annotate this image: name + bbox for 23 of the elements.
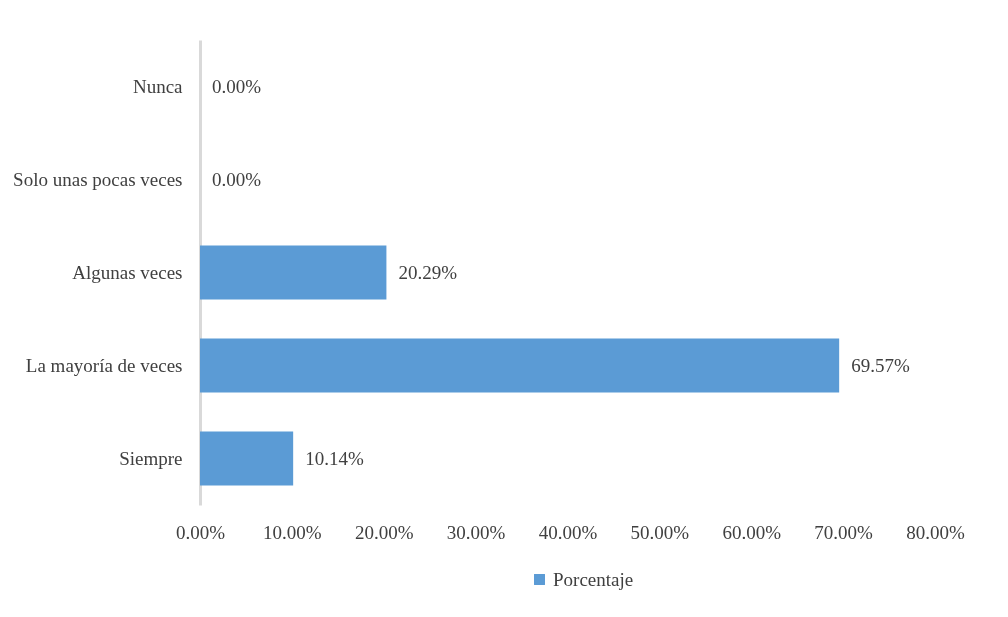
x-tick-label: 40.00% — [538, 521, 598, 543]
data-label: 69.57% — [851, 354, 910, 376]
bar — [200, 245, 387, 300]
x-tick-label: 50.00% — [630, 521, 690, 543]
data-label: 20.29% — [398, 261, 458, 283]
y-tick-label: La mayoría de veces — [25, 354, 183, 376]
x-tick-label: 0.00% — [175, 521, 226, 543]
y-tick-label: Solo unas pocas veces — [13, 168, 183, 190]
x-tick-label: 30.00% — [446, 521, 506, 543]
y-tick-label: Siempre — [119, 447, 183, 469]
data-label: 0.00% — [212, 168, 262, 190]
bar — [200, 431, 294, 486]
x-tick-label: 10.00% — [263, 521, 322, 543]
y-tick-label: Nunca — [132, 75, 184, 97]
legend-label: Porcentaje — [553, 568, 634, 590]
x-tick-label: 70.00% — [814, 521, 874, 543]
x-tick-label: 20.00% — [354, 521, 414, 543]
data-label: 0.00% — [212, 75, 262, 97]
data-label: 10.14% — [305, 447, 364, 469]
bar — [200, 338, 840, 393]
x-tick-label: 60.00% — [722, 521, 782, 543]
x-tick-label: 80.00% — [906, 521, 965, 543]
y-tick-label: Algunas veces — [72, 261, 183, 283]
